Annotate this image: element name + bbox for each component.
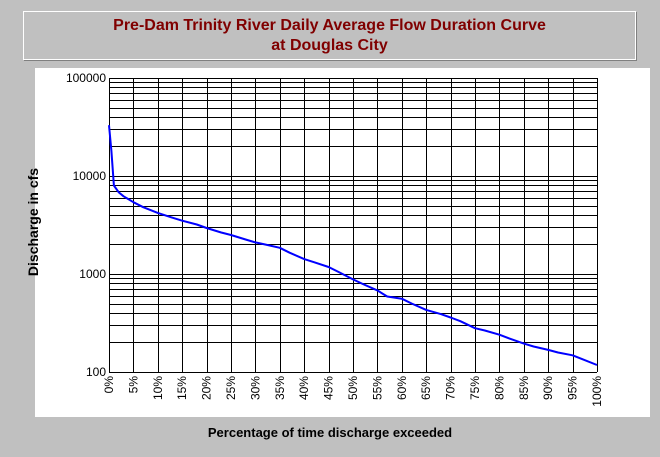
x-tick-label: 80% bbox=[492, 376, 506, 400]
y-tick-label: 1000 bbox=[79, 267, 106, 281]
x-tick-label: 15% bbox=[175, 376, 189, 400]
x-tick-label: 75% bbox=[468, 376, 482, 400]
x-tick-label: 55% bbox=[370, 376, 384, 400]
x-tick-label: 90% bbox=[541, 376, 555, 400]
chart-title-box: Pre-Dam Trinity River Daily Average Flow… bbox=[23, 11, 636, 60]
x-axis-label: Percentage of time discharge exceeded bbox=[207, 425, 453, 440]
x-tick-label: 10% bbox=[151, 376, 165, 400]
x-tick-label: 65% bbox=[419, 376, 433, 400]
x-tick-label: 5% bbox=[126, 376, 140, 394]
x-tick-label: 85% bbox=[517, 376, 531, 400]
x-tick-label: 30% bbox=[248, 376, 262, 400]
x-tick-label: 0% bbox=[102, 376, 116, 394]
x-tick-label: 25% bbox=[224, 376, 238, 400]
x-tick-label: 40% bbox=[297, 376, 311, 400]
x-tick-label: 20% bbox=[200, 376, 214, 400]
flow-duration-line bbox=[108, 125, 598, 366]
y-tick-label: 100000 bbox=[66, 71, 106, 85]
x-tick-label: 60% bbox=[395, 376, 409, 400]
x-tick-label: 35% bbox=[273, 376, 287, 400]
x-tick-label: 50% bbox=[346, 376, 360, 400]
y-tick-label: 10000 bbox=[73, 169, 107, 183]
x-tick-label: 95% bbox=[566, 376, 580, 400]
chart-title: Pre-Dam Trinity River Daily Average Flow… bbox=[113, 16, 546, 34]
x-tick-label: 100% bbox=[590, 376, 604, 407]
chart-subtitle: at Douglas City bbox=[271, 36, 388, 54]
x-tick-label: 70% bbox=[444, 376, 458, 400]
y-tick-label: 100 bbox=[86, 365, 106, 379]
x-tick-label: 45% bbox=[322, 376, 336, 400]
